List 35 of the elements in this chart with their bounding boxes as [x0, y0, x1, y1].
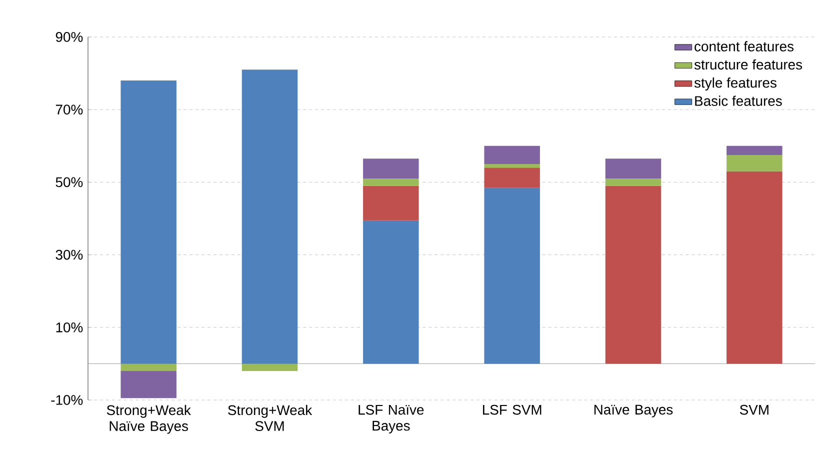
- bar: [726, 154, 782, 172]
- bar: [363, 220, 419, 364]
- x-tick-label: Strong+Weak Naïve Bayes: [106, 404, 191, 434]
- legend-label: Basic features: [695, 96, 782, 106]
- bar: [120, 370, 176, 398]
- bar: [605, 186, 662, 364]
- x-tick-label: SVM: [740, 404, 768, 415]
- x-tick-label: LSF SVM: [483, 404, 542, 415]
- bar: [484, 188, 540, 364]
- x-tick-label: Strong+Weak SVM: [228, 404, 312, 432]
- bar: [363, 178, 419, 186]
- legend-label: structure features: [694, 59, 802, 70]
- bar: [120, 80, 176, 364]
- legend-label: style features: [694, 78, 776, 90]
- bar: [242, 364, 298, 371]
- bar: [605, 178, 662, 186]
- x-tick-label: LSF Naïve Bayes: [358, 404, 424, 434]
- bar: [363, 186, 419, 220]
- bar: [120, 364, 176, 371]
- y-tick-label: 90%: [56, 32, 83, 42]
- y-tick-label: 30%: [56, 250, 83, 260]
- bar: [484, 168, 540, 188]
- y-tick-label: 70%: [56, 104, 83, 115]
- bar: [242, 70, 298, 364]
- y-tick-label: 50%: [56, 177, 83, 188]
- bar: [484, 164, 540, 168]
- bar: [726, 146, 782, 155]
- x-tick-label: Naïve Bayes: [594, 404, 673, 418]
- legend-label: content features: [694, 41, 794, 52]
- bar: [363, 158, 419, 179]
- y-tick-label: -10%: [51, 395, 83, 405]
- bar: [726, 171, 782, 364]
- bar: [484, 146, 540, 164]
- y-tick-label: 10%: [56, 322, 83, 332]
- bar: [605, 158, 662, 179]
